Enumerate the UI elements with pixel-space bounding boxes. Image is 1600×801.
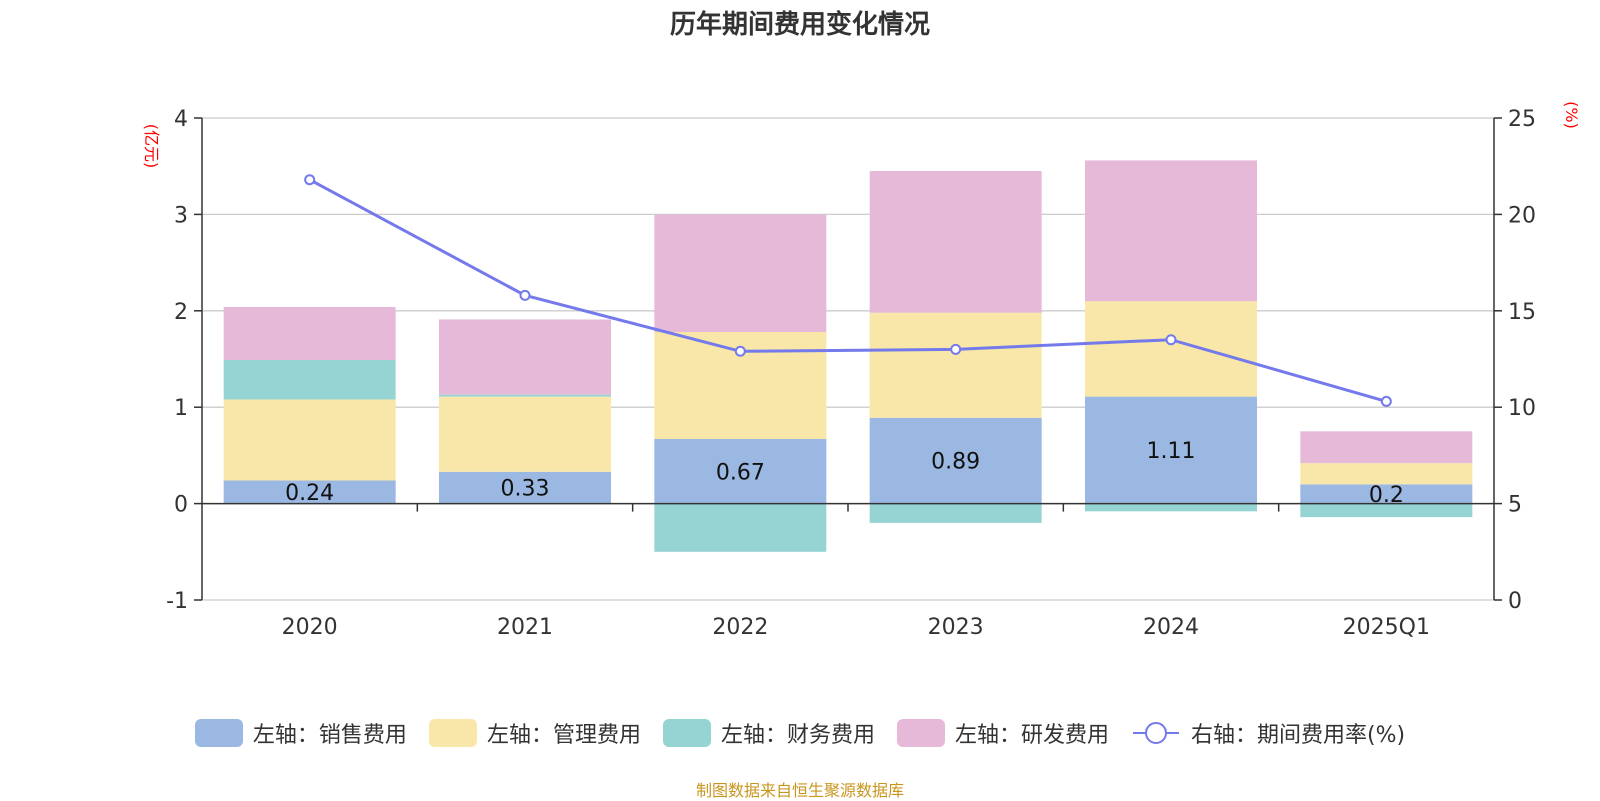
- bar-finance: [1085, 503, 1257, 512]
- point-expense-rate: [950, 343, 962, 355]
- legend-swatch-finance: [662, 719, 711, 747]
- bar-finance: [654, 503, 827, 552]
- point-expense-rate: [1165, 334, 1177, 346]
- right-axis-unit-label: (%): [1562, 101, 1581, 129]
- bar-finance: [869, 503, 1042, 523]
- bar-admin: [1085, 301, 1257, 397]
- bar-sales: [869, 417, 1042, 504]
- bar-rnd: [223, 306, 396, 360]
- data-label-sales: 0.67: [716, 460, 765, 485]
- bar-admin: [869, 312, 1042, 418]
- left-axis-tick-label: -1: [166, 589, 188, 614]
- bar-rnd: [1085, 160, 1257, 302]
- left-axis-tick-label: 4: [174, 107, 188, 132]
- left-axis-tick-label: 3: [174, 203, 188, 228]
- point-expense-rate: [1380, 395, 1392, 407]
- legend-label-expense-rate: 右轴：期间费用率(%): [1190, 723, 1406, 748]
- legend-item-admin[interactable]: 左轴：管理费用: [428, 717, 641, 749]
- legend-swatch-admin: [428, 719, 477, 747]
- bar-rnd: [654, 214, 827, 333]
- legend-item-sales[interactable]: 左轴：销售费用: [194, 717, 407, 749]
- chart-plot: -1 0 1 2 3 4 0 5 10 15 20 25 2020 2021 2022 2023 2024 202…: [142, 101, 1581, 640]
- line-marker-icon: [1132, 722, 1179, 744]
- data-source-note: 制图数据来自恒生聚源数据库: [695, 781, 904, 800]
- x-axis-category-label: 2021: [497, 615, 553, 640]
- left-axis-tick-label: 0: [174, 493, 188, 518]
- data-label-sales: 0.33: [501, 477, 550, 502]
- bar-sales: [439, 471, 611, 504]
- right-axis-tick-label: 15: [1508, 300, 1536, 325]
- legend-label-rnd: 左轴：研发费用: [954, 723, 1109, 748]
- x-axis-category-label: 2020: [282, 615, 338, 640]
- x-axis-category-label: 2022: [712, 615, 768, 640]
- point-expense-rate: [519, 289, 531, 301]
- legend-label-admin: 左轴：管理费用: [486, 723, 641, 748]
- data-label-sales: 0.2: [1369, 483, 1404, 508]
- bar-sales: [223, 480, 396, 504]
- legend-label-sales: 左轴：销售费用: [252, 723, 407, 748]
- bar-admin: [223, 399, 396, 481]
- legend-swatch-rnd: [896, 719, 945, 747]
- right-axis-tick-label: 20: [1508, 203, 1536, 228]
- chart-title: 历年期间费用变化情况: [669, 10, 930, 40]
- bar-finance: [223, 359, 396, 400]
- point-expense-rate: [304, 174, 316, 186]
- left-axis-unit-label: (亿元): [142, 124, 161, 169]
- x-axis-category-label: 2023: [928, 615, 984, 640]
- bar-rnd: [1300, 431, 1473, 464]
- bar-sales: [1085, 396, 1257, 504]
- bar-sales: [1300, 484, 1473, 504]
- bar-rnd: [869, 171, 1042, 313]
- bar-finance: [1300, 503, 1473, 518]
- legend-swatch-sales: [194, 719, 243, 747]
- right-axis-tick-label: 10: [1508, 396, 1536, 421]
- right-axis-tick-label: 5: [1508, 493, 1522, 518]
- legend-item-expense-rate[interactable]: 右轴：期间费用率(%): [1131, 717, 1405, 749]
- bar-admin: [1300, 463, 1473, 485]
- right-axis-tick-label: 0: [1508, 589, 1522, 614]
- legend-item-rnd[interactable]: 左轴：研发费用: [896, 717, 1109, 749]
- data-label-sales: 0.24: [285, 481, 334, 506]
- x-axis-category-label: 2025Q1: [1343, 615, 1430, 640]
- point-expense-rate: [734, 345, 746, 357]
- left-axis-tick-label: 2: [174, 300, 188, 325]
- data-label-sales: 1.11: [1147, 439, 1196, 464]
- bar-rnd: [439, 319, 611, 395]
- data-label-sales: 0.89: [931, 450, 980, 475]
- legend-item-finance[interactable]: 左轴：财务费用: [662, 717, 875, 749]
- bar-sales: [654, 439, 827, 504]
- left-axis-tick-label: 1: [174, 396, 188, 421]
- chart-legend: 左轴：销售费用 左轴：管理费用 左轴：财务费用 左轴：研发费用 右轴：期间费用率…: [0, 717, 1600, 749]
- bar-admin: [439, 396, 611, 472]
- legend-label-finance: 左轴：财务费用: [720, 723, 875, 748]
- x-axis-category-label: 2024: [1143, 615, 1199, 640]
- bar-finance: [439, 394, 611, 397]
- right-axis-tick-label: 25: [1508, 107, 1536, 132]
- line-expense-rate: [308, 178, 1387, 403]
